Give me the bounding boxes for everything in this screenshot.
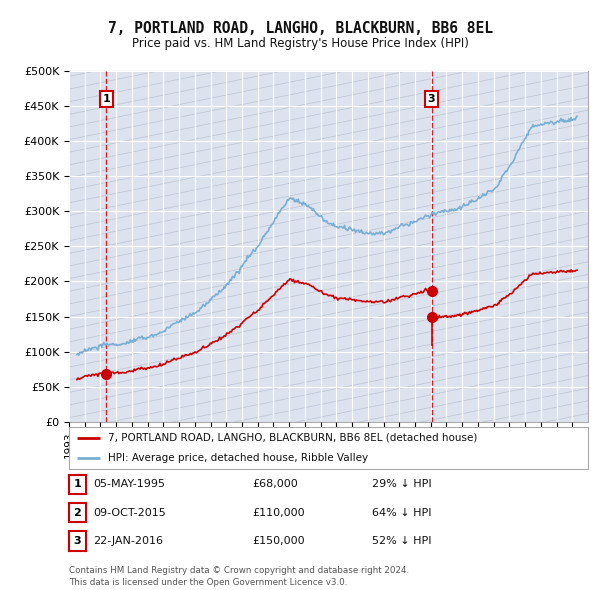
Text: 7, PORTLAND ROAD, LANGHO, BLACKBURN, BB6 8EL (detached house): 7, PORTLAND ROAD, LANGHO, BLACKBURN, BB6… (108, 432, 478, 442)
Text: 64% ↓ HPI: 64% ↓ HPI (372, 508, 431, 517)
Text: HPI: Average price, detached house, Ribble Valley: HPI: Average price, detached house, Ribb… (108, 453, 368, 463)
Text: 2: 2 (74, 508, 81, 517)
Text: Contains HM Land Registry data © Crown copyright and database right 2024.
This d: Contains HM Land Registry data © Crown c… (69, 566, 409, 587)
Text: £110,000: £110,000 (252, 508, 305, 517)
Text: 05-MAY-1995: 05-MAY-1995 (93, 480, 165, 489)
Text: 09-OCT-2015: 09-OCT-2015 (93, 508, 166, 517)
Text: 22-JAN-2016: 22-JAN-2016 (93, 536, 163, 546)
Text: 1: 1 (74, 480, 81, 489)
Text: 29% ↓ HPI: 29% ↓ HPI (372, 480, 431, 489)
Text: Price paid vs. HM Land Registry's House Price Index (HPI): Price paid vs. HM Land Registry's House … (131, 37, 469, 50)
Text: 7, PORTLAND ROAD, LANGHO, BLACKBURN, BB6 8EL: 7, PORTLAND ROAD, LANGHO, BLACKBURN, BB6… (107, 21, 493, 35)
Text: 3: 3 (428, 94, 436, 104)
Text: £68,000: £68,000 (252, 480, 298, 489)
Text: 3: 3 (74, 536, 81, 546)
Text: 52% ↓ HPI: 52% ↓ HPI (372, 536, 431, 546)
Text: £150,000: £150,000 (252, 536, 305, 546)
Text: 1: 1 (103, 94, 110, 104)
